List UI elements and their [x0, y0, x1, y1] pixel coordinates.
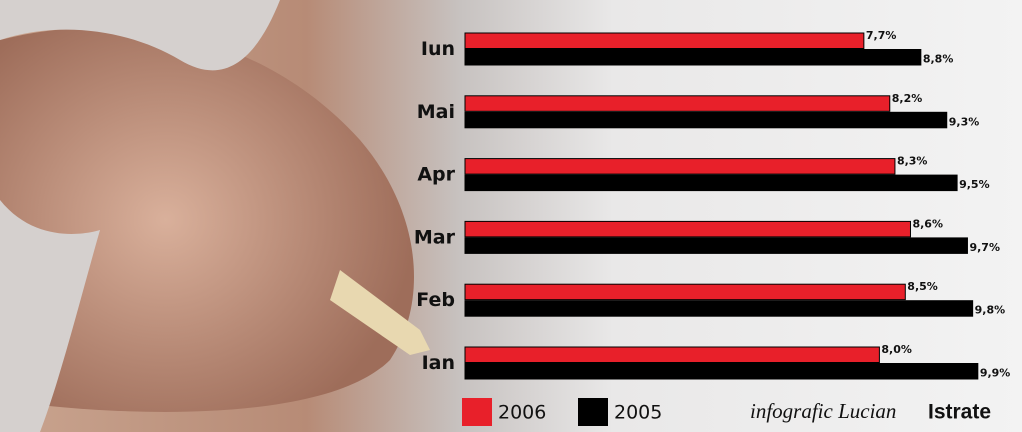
value-label: 8,5%	[907, 280, 938, 293]
bar	[464, 220, 911, 238]
y-tick-label: Feb	[416, 289, 455, 311]
bar	[464, 49, 922, 66]
y-tick-label: Mar	[414, 226, 456, 248]
credit-author: Istrate	[928, 401, 991, 424]
legend-label: 2006	[498, 402, 546, 424]
value-label: 8,8%	[923, 53, 954, 66]
legend-swatch	[578, 398, 608, 426]
hand-photo	[0, 27, 414, 412]
bar	[464, 158, 896, 175]
value-label: 9,7%	[969, 241, 1000, 254]
value-label: 9,3%	[949, 115, 980, 128]
bar	[464, 346, 880, 363]
decor-shape	[0, 200, 100, 432]
value-label: 7,7%	[866, 29, 897, 42]
decor-shape	[0, 0, 280, 71]
value-label: 8,0%	[881, 343, 912, 356]
bar	[464, 32, 865, 49]
bar	[464, 300, 974, 317]
value-label: 9,9%	[980, 367, 1011, 380]
value-label: 9,8%	[975, 304, 1006, 317]
pencil	[330, 270, 430, 355]
value-label: 9,5%	[959, 178, 990, 191]
value-label: 8,3%	[897, 155, 928, 168]
bar	[464, 95, 891, 112]
bar	[464, 111, 948, 129]
y-tick-label: Apr	[417, 164, 455, 186]
y-tick-label: Mai	[417, 101, 455, 123]
bar	[464, 174, 958, 192]
credit-text: infografic Lucian	[750, 399, 896, 423]
bar	[464, 363, 979, 380]
legend-swatch	[462, 398, 492, 426]
bar	[464, 237, 968, 254]
y-tick-label: Ian	[422, 352, 455, 374]
y-tick-label: Iun	[421, 38, 455, 60]
value-label: 8,6%	[912, 217, 943, 230]
value-label: 8,2%	[892, 92, 923, 105]
bar	[464, 283, 906, 301]
legend-label: 2005	[614, 402, 662, 424]
plot: Iun 7,7% 8,8% Mai 8,2% 9,3% Apr 8,3% 9,5% Mar 8,6%…	[414, 29, 1010, 426]
